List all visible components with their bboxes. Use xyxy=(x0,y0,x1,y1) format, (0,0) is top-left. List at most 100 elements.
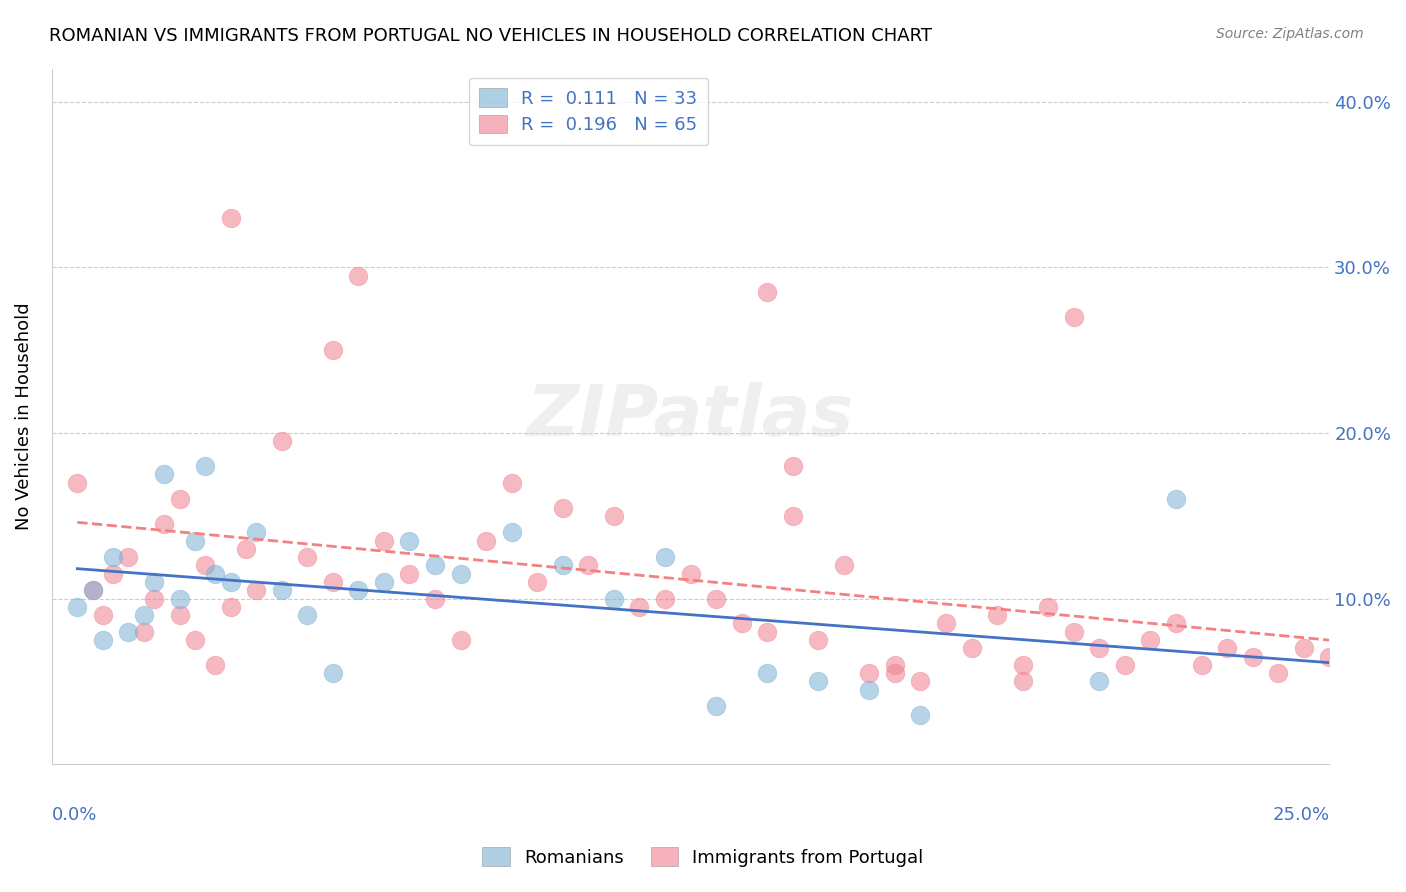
Point xyxy=(204,566,226,581)
Point xyxy=(245,583,267,598)
Point xyxy=(1164,492,1187,507)
Point xyxy=(1011,674,1033,689)
Point xyxy=(935,616,957,631)
Point xyxy=(204,657,226,672)
Point xyxy=(475,533,498,548)
Point xyxy=(1191,657,1213,672)
Point xyxy=(782,459,804,474)
Point xyxy=(66,475,89,490)
Legend: R =  0.111   N = 33, R =  0.196   N = 65: R = 0.111 N = 33, R = 0.196 N = 65 xyxy=(468,78,709,145)
Text: ROMANIAN VS IMMIGRANTS FROM PORTUGAL NO VEHICLES IN HOUSEHOLD CORRELATION CHART: ROMANIAN VS IMMIGRANTS FROM PORTUGAL NO … xyxy=(49,27,932,45)
Point xyxy=(219,599,242,614)
Point xyxy=(986,608,1008,623)
Point xyxy=(858,682,880,697)
Point xyxy=(270,434,292,449)
Point xyxy=(1267,666,1289,681)
Point xyxy=(91,608,114,623)
Point xyxy=(91,633,114,648)
Point xyxy=(883,657,905,672)
Point xyxy=(184,633,207,648)
Point xyxy=(398,566,420,581)
Point xyxy=(654,591,676,606)
Text: Source: ZipAtlas.com: Source: ZipAtlas.com xyxy=(1216,27,1364,41)
Point xyxy=(245,525,267,540)
Legend: Romanians, Immigrants from Portugal: Romanians, Immigrants from Portugal xyxy=(475,840,931,874)
Point xyxy=(194,558,217,573)
Point xyxy=(756,624,779,639)
Point xyxy=(142,591,165,606)
Point xyxy=(756,285,779,300)
Text: ZIPatlas: ZIPatlas xyxy=(527,382,855,450)
Point xyxy=(82,583,104,598)
Point xyxy=(576,558,599,573)
Point xyxy=(501,525,523,540)
Point xyxy=(910,707,932,722)
Point xyxy=(551,558,574,573)
Y-axis label: No Vehicles in Household: No Vehicles in Household xyxy=(15,302,32,530)
Point xyxy=(704,699,727,714)
Point xyxy=(194,459,217,474)
Point xyxy=(1292,641,1315,656)
Point xyxy=(603,591,626,606)
Point xyxy=(1164,616,1187,631)
Point xyxy=(297,608,319,623)
Point xyxy=(1114,657,1136,672)
Point xyxy=(169,608,191,623)
Point xyxy=(82,583,104,598)
Point xyxy=(807,674,830,689)
Point xyxy=(807,633,830,648)
Point xyxy=(679,566,702,581)
Point xyxy=(1088,641,1111,656)
Point xyxy=(423,591,446,606)
Point xyxy=(1063,624,1085,639)
Point xyxy=(235,541,257,556)
Point xyxy=(117,550,139,565)
Point xyxy=(117,624,139,639)
Point xyxy=(730,616,752,631)
Point xyxy=(1216,641,1239,656)
Point xyxy=(1139,633,1161,648)
Point xyxy=(450,633,472,648)
Text: 0.0%: 0.0% xyxy=(52,806,97,824)
Point xyxy=(1063,310,1085,324)
Point xyxy=(551,500,574,515)
Point xyxy=(654,550,676,565)
Point xyxy=(960,641,983,656)
Point xyxy=(373,575,395,590)
Point xyxy=(270,583,292,598)
Point xyxy=(501,475,523,490)
Point xyxy=(169,591,191,606)
Point xyxy=(169,492,191,507)
Point xyxy=(423,558,446,573)
Point xyxy=(1038,599,1060,614)
Point xyxy=(910,674,932,689)
Point xyxy=(1088,674,1111,689)
Point xyxy=(782,508,804,523)
Point xyxy=(219,211,242,225)
Point xyxy=(322,575,344,590)
Point xyxy=(628,599,651,614)
Point xyxy=(450,566,472,581)
Point xyxy=(1241,649,1264,664)
Point xyxy=(373,533,395,548)
Point xyxy=(347,583,370,598)
Point xyxy=(704,591,727,606)
Point xyxy=(297,550,319,565)
Point xyxy=(526,575,548,590)
Point xyxy=(858,666,880,681)
Point xyxy=(347,268,370,283)
Point xyxy=(1317,649,1340,664)
Point xyxy=(101,566,124,581)
Point xyxy=(883,666,905,681)
Point xyxy=(101,550,124,565)
Point xyxy=(132,608,155,623)
Text: 25.0%: 25.0% xyxy=(1272,806,1329,824)
Point xyxy=(142,575,165,590)
Point xyxy=(153,517,176,532)
Point xyxy=(322,666,344,681)
Point xyxy=(398,533,420,548)
Point xyxy=(132,624,155,639)
Point xyxy=(322,343,344,358)
Point xyxy=(219,575,242,590)
Point xyxy=(184,533,207,548)
